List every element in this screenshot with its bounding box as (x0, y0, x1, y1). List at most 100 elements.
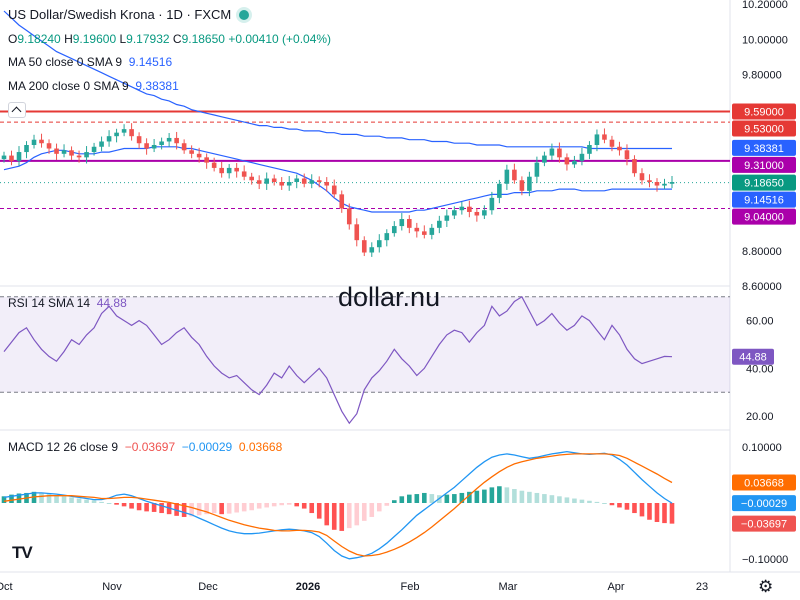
macd-histogram-bar (662, 503, 667, 524)
price-label-box (732, 174, 796, 191)
rsi-value-box (732, 348, 774, 365)
candle-body (226, 167, 232, 174)
candle-body (407, 219, 412, 228)
candle-body (316, 180, 322, 183)
macd-histogram-bar (474, 490, 480, 503)
macd-histogram-bar (512, 489, 517, 503)
macd-histogram-bar (16, 493, 22, 503)
candle-body (467, 206, 472, 212)
price-label-box (732, 208, 796, 225)
macd-histogram-bar (594, 501, 600, 503)
macd-histogram-bar (241, 503, 247, 512)
candle-body (587, 145, 592, 154)
candle-body (286, 182, 292, 186)
candle-body (84, 152, 89, 158)
candle-body (609, 139, 615, 147)
rsi-legend[interactable]: RSI 14 SMA 14 44.88 (8, 296, 127, 310)
ma200-legend[interactable]: MA 200 close 0 SMA 9 9.38381 (8, 79, 179, 93)
macd-value-text: 0.03668 (744, 478, 784, 490)
macd-histogram-bar (617, 503, 622, 508)
ma50-legend[interactable]: MA 50 close 0 SMA 9 9.14516 (8, 55, 173, 69)
macd-histogram-bar (204, 503, 209, 515)
candle-body (602, 134, 607, 140)
price-label-text: 9.04000 (744, 212, 784, 224)
macd-value-text: −0.00029 (741, 498, 787, 510)
macd-histogram-bar (211, 503, 217, 514)
candle-body (234, 167, 239, 172)
candle-body (39, 139, 44, 144)
candle-body (391, 226, 397, 234)
price-label-text: 9.59000 (744, 107, 784, 119)
settings-gear-icon[interactable]: ⚙ (758, 577, 774, 596)
high-value: 9.19600 (72, 32, 117, 46)
candle-body (429, 227, 435, 235)
macd-legend[interactable]: MACD 12 26 close 9 −0.03697 −0.00029 0.0… (8, 440, 283, 454)
market-open-icon (239, 10, 250, 20)
macd-histogram-bar (609, 503, 615, 506)
collapse-legend-button[interactable] (8, 102, 26, 118)
macd-histogram-bar (159, 503, 164, 514)
candle-body (129, 129, 134, 137)
macd-histogram-bar (294, 503, 300, 507)
macd-value-box (732, 495, 796, 512)
macd-histogram-bar (84, 499, 89, 503)
candle-body (617, 146, 622, 151)
candle-body (632, 159, 637, 174)
rsi-band (0, 296, 730, 393)
price-tick-label: 10.20000 (742, 0, 788, 11)
candle-body (31, 139, 37, 145)
time-tick-label: Oct (0, 581, 13, 593)
macd-signal-value: 0.03668 (238, 440, 283, 454)
macd-histogram-bar (429, 494, 435, 503)
macd-histogram-bar (384, 503, 390, 506)
macd-histogram-bar (414, 494, 420, 503)
time-tick-label: 2026 (296, 581, 320, 593)
price-label-box (732, 156, 796, 173)
candle-body (662, 183, 667, 186)
signal-line (3, 453, 673, 557)
time-tick-label: Nov (102, 581, 122, 593)
macd-histogram-bar (264, 503, 269, 508)
time-tick-label: 23 (696, 581, 708, 593)
macd-histogram-bar (354, 503, 360, 526)
symbol-title[interactable]: US Dollar/Swedish Krona · 1D · FXCM (8, 7, 250, 23)
macd-histogram-bar (99, 501, 104, 503)
macd-histogram-bar (226, 503, 232, 514)
candle-body (399, 219, 405, 227)
candle-body (69, 150, 74, 156)
macd-histogram-bar (549, 495, 555, 503)
tradingview-logo[interactable]: TV (12, 543, 33, 562)
candle-body (512, 169, 517, 181)
candle-body (376, 240, 382, 248)
macd-histogram-bar (46, 494, 52, 503)
change-value: +0.00410 (+0.04%) (228, 32, 332, 46)
macd-histogram-bar (271, 503, 277, 507)
candle-body (572, 160, 577, 165)
title-text: US Dollar/Swedish Krona · 1D · FXCM (8, 7, 232, 22)
time-tick-label: Dec (198, 581, 218, 593)
candle-body (249, 176, 254, 181)
candle-body (1, 155, 7, 160)
candle-body (489, 197, 495, 211)
macd-histogram-bar (151, 503, 157, 512)
macd-histogram-bar (9, 494, 14, 503)
candle-body (647, 180, 652, 183)
price-label-box (732, 191, 796, 208)
rsi-tick-label: 60.00 (746, 316, 774, 328)
candle-body (196, 153, 202, 158)
candle-body (136, 136, 142, 144)
candle-body (519, 180, 525, 191)
macd-tick-label: 0.10000 (742, 442, 782, 454)
macd-histogram-bar (121, 503, 127, 507)
ma50-line (3, 146, 672, 213)
candle-body (279, 182, 285, 186)
macd-histogram-bar (564, 497, 570, 503)
price-label-text: 9.31000 (744, 160, 784, 172)
candle-body (301, 178, 307, 184)
candle-body (579, 153, 585, 161)
ohlc-legend: O9.18240 H9.19600 L9.17932 C9.18650 +0.0… (8, 32, 332, 46)
macd-histogram-bar (114, 503, 119, 505)
macd-histogram-bar (639, 503, 645, 517)
macd-histogram-bar (286, 503, 292, 505)
price-tick-label: 9.80000 (742, 70, 782, 82)
